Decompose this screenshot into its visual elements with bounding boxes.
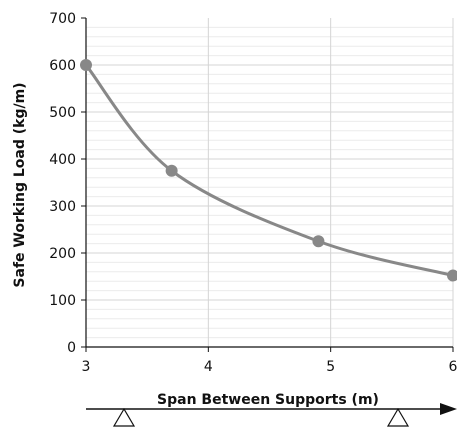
grid [86, 18, 454, 347]
x-tick-label: 6 [449, 359, 457, 375]
y-tick-label: 300 [49, 199, 76, 215]
y-tick-label: 200 [49, 246, 76, 262]
series-line [84, 63, 455, 278]
data-point [312, 235, 325, 248]
y-tick-label: 400 [49, 152, 76, 168]
series-layer [80, 59, 457, 282]
y-tick-label: 600 [49, 58, 76, 74]
y-tick-label: 100 [49, 293, 76, 309]
support-right-icon [386, 407, 410, 427]
y-tick-label: 500 [49, 105, 76, 121]
x-axis-label: Span Between Supports (m) [157, 392, 379, 408]
x-tick-label: 4 [204, 359, 213, 375]
data-point [447, 269, 457, 282]
beam-diagram [86, 403, 457, 427]
support-left-icon [112, 407, 136, 427]
tick-labels: 0 100 200 300 400 500 600 700 3 4 5 6 [49, 11, 457, 375]
y-tick-label: 700 [49, 11, 76, 27]
data-point [165, 164, 178, 177]
axes [81, 17, 454, 352]
beam-arrowhead [440, 403, 457, 415]
data-point [80, 59, 92, 71]
x-tick-label: 5 [326, 359, 335, 375]
y-axis-label: Safe Working Load (kg/m) [12, 82, 28, 287]
x-tick-label: 3 [82, 359, 91, 375]
y-tick-label: 0 [67, 340, 76, 356]
